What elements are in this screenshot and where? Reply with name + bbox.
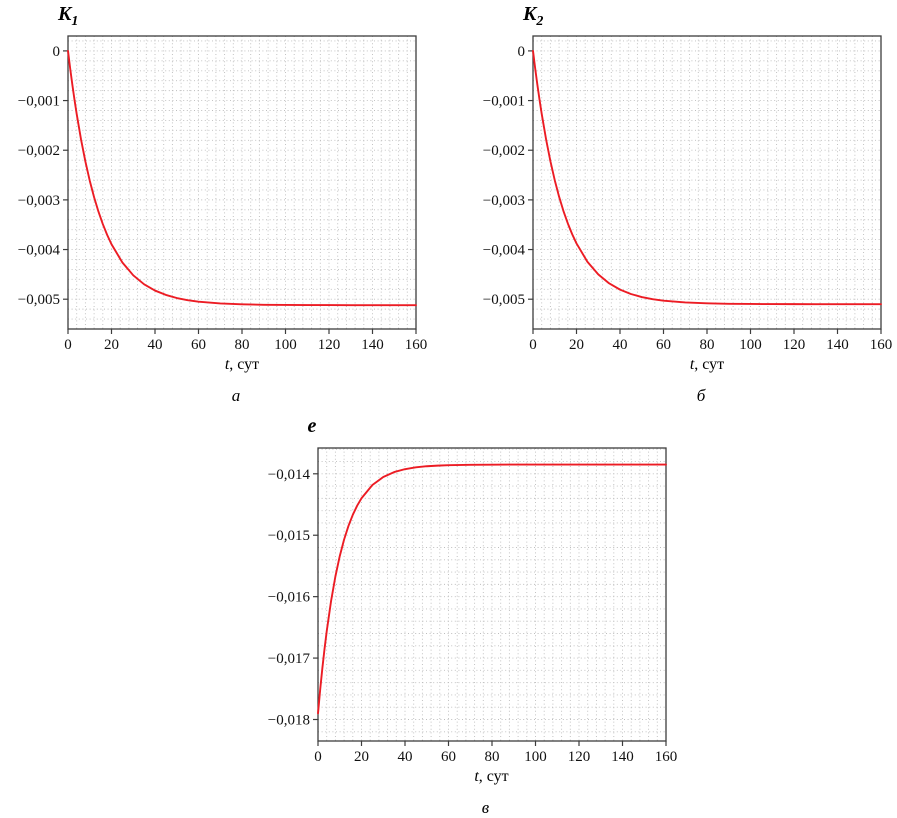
svg-text:140: 140 — [826, 337, 849, 353]
x-axis-unit: , сут — [229, 356, 260, 373]
svg-text:−0,004: −0,004 — [18, 243, 61, 259]
svg-text:160: 160 — [405, 337, 428, 353]
svg-text:−0,014: −0,014 — [267, 467, 310, 483]
bottom-chart-row: e 0 20 40 60 80 100 120 140 160 −0,014 −0,015 −0,01… — [0, 414, 897, 818]
x-axis-variable: t — [224, 356, 230, 373]
svg-text:160: 160 — [870, 337, 893, 353]
svg-text:−0,002: −0,002 — [18, 143, 60, 159]
svg-text:20: 20 — [104, 337, 119, 353]
chart-title-main: e — [307, 415, 317, 437]
svg-text:−0,002: −0,002 — [483, 143, 525, 159]
svg-text:20: 20 — [569, 337, 584, 353]
x-axis-unit: , сут — [694, 356, 725, 373]
svg-text:160: 160 — [654, 749, 677, 765]
svg-text:60: 60 — [656, 337, 671, 353]
svg-text:80: 80 — [700, 337, 715, 353]
chart-panel-k2: K2 0 20 40 60 80 100 120 140 160 0 −0,001 −0,002 −0,… — [465, 2, 897, 406]
svg-text:−0,003: −0,003 — [483, 193, 525, 209]
chart-title-sub: 2 — [536, 14, 544, 29]
svg-text:0: 0 — [314, 749, 322, 765]
x-axis-variable: t — [474, 768, 479, 785]
svg-text:−0,005: −0,005 — [483, 292, 525, 308]
chart-title-k2: K2 — [465, 2, 897, 29]
panel-caption-v: в — [481, 798, 490, 817]
svg-text:−0,005: −0,005 — [18, 292, 60, 308]
chart-title-main: K — [523, 3, 537, 25]
svg-text:60: 60 — [441, 749, 456, 765]
chart-title-sub: 1 — [71, 14, 79, 29]
chart-title-k1: K1 — [0, 2, 432, 29]
x-axis-label-k1: t, сут — [0, 356, 432, 374]
svg-text:0: 0 — [529, 337, 537, 353]
svg-text:140: 140 — [361, 337, 384, 353]
svg-text:−0,017: −0,017 — [267, 651, 310, 667]
svg-text:40: 40 — [397, 749, 412, 765]
chart-title-main: K — [58, 3, 72, 25]
svg-text:40: 40 — [613, 337, 628, 353]
svg-text:−0,001: −0,001 — [18, 94, 60, 110]
svg-text:20: 20 — [354, 749, 369, 765]
svg-text:80: 80 — [235, 337, 250, 353]
svg-text:−0,003: −0,003 — [18, 193, 60, 209]
svg-text:40: 40 — [148, 337, 163, 353]
svg-text:80: 80 — [484, 749, 499, 765]
svg-text:120: 120 — [783, 337, 806, 353]
panel-caption-b: б — [696, 386, 706, 405]
svg-text:100: 100 — [739, 337, 762, 353]
svg-text:120: 120 — [318, 337, 341, 353]
svg-text:0: 0 — [53, 44, 61, 60]
svg-text:60: 60 — [191, 337, 206, 353]
svg-text:140: 140 — [611, 749, 634, 765]
svg-text:−0,004: −0,004 — [483, 243, 526, 259]
svg-text:0: 0 — [518, 44, 526, 60]
chart-title-e: e — [250, 414, 682, 438]
svg-text:0: 0 — [64, 337, 72, 353]
svg-text:−0,015: −0,015 — [267, 528, 309, 544]
chart-canvas-k2: 0 20 40 60 80 100 120 140 160 0 −0,001 −0,002 −0,003… — [483, 35, 893, 353]
svg-text:100: 100 — [274, 337, 297, 353]
top-chart-row: K1 0 20 40 60 80 100 120 140 160 0 −0,001 −0,002 −0,… — [0, 2, 897, 406]
x-axis-unit: , сут — [478, 768, 509, 785]
x-axis-variable: t — [689, 356, 695, 373]
chart-canvas-e: 0 20 40 60 80 100 120 140 160 −0,014 −0,015 −0,016 −… — [267, 447, 677, 765]
svg-text:−0,001: −0,001 — [483, 94, 525, 110]
chart-canvas-k1: 0 20 40 60 80 100 120 140 160 0 −0,001 −0,002 −0,003… — [18, 35, 428, 353]
x-axis-label-e: t, сут — [250, 768, 682, 786]
x-axis-label-k2: t, сут — [465, 356, 897, 374]
svg-text:100: 100 — [524, 749, 547, 765]
panel-caption-a: а — [231, 386, 241, 405]
chart-panel-k1: K1 0 20 40 60 80 100 120 140 160 0 −0,001 −0,002 −0,… — [0, 2, 432, 406]
svg-text:−0,016: −0,016 — [267, 590, 310, 606]
chart-panel-e: e 0 20 40 60 80 100 120 140 160 −0,014 −0,015 −0,01… — [250, 414, 682, 818]
svg-text:−0,018: −0,018 — [267, 713, 309, 729]
svg-text:120: 120 — [567, 749, 590, 765]
